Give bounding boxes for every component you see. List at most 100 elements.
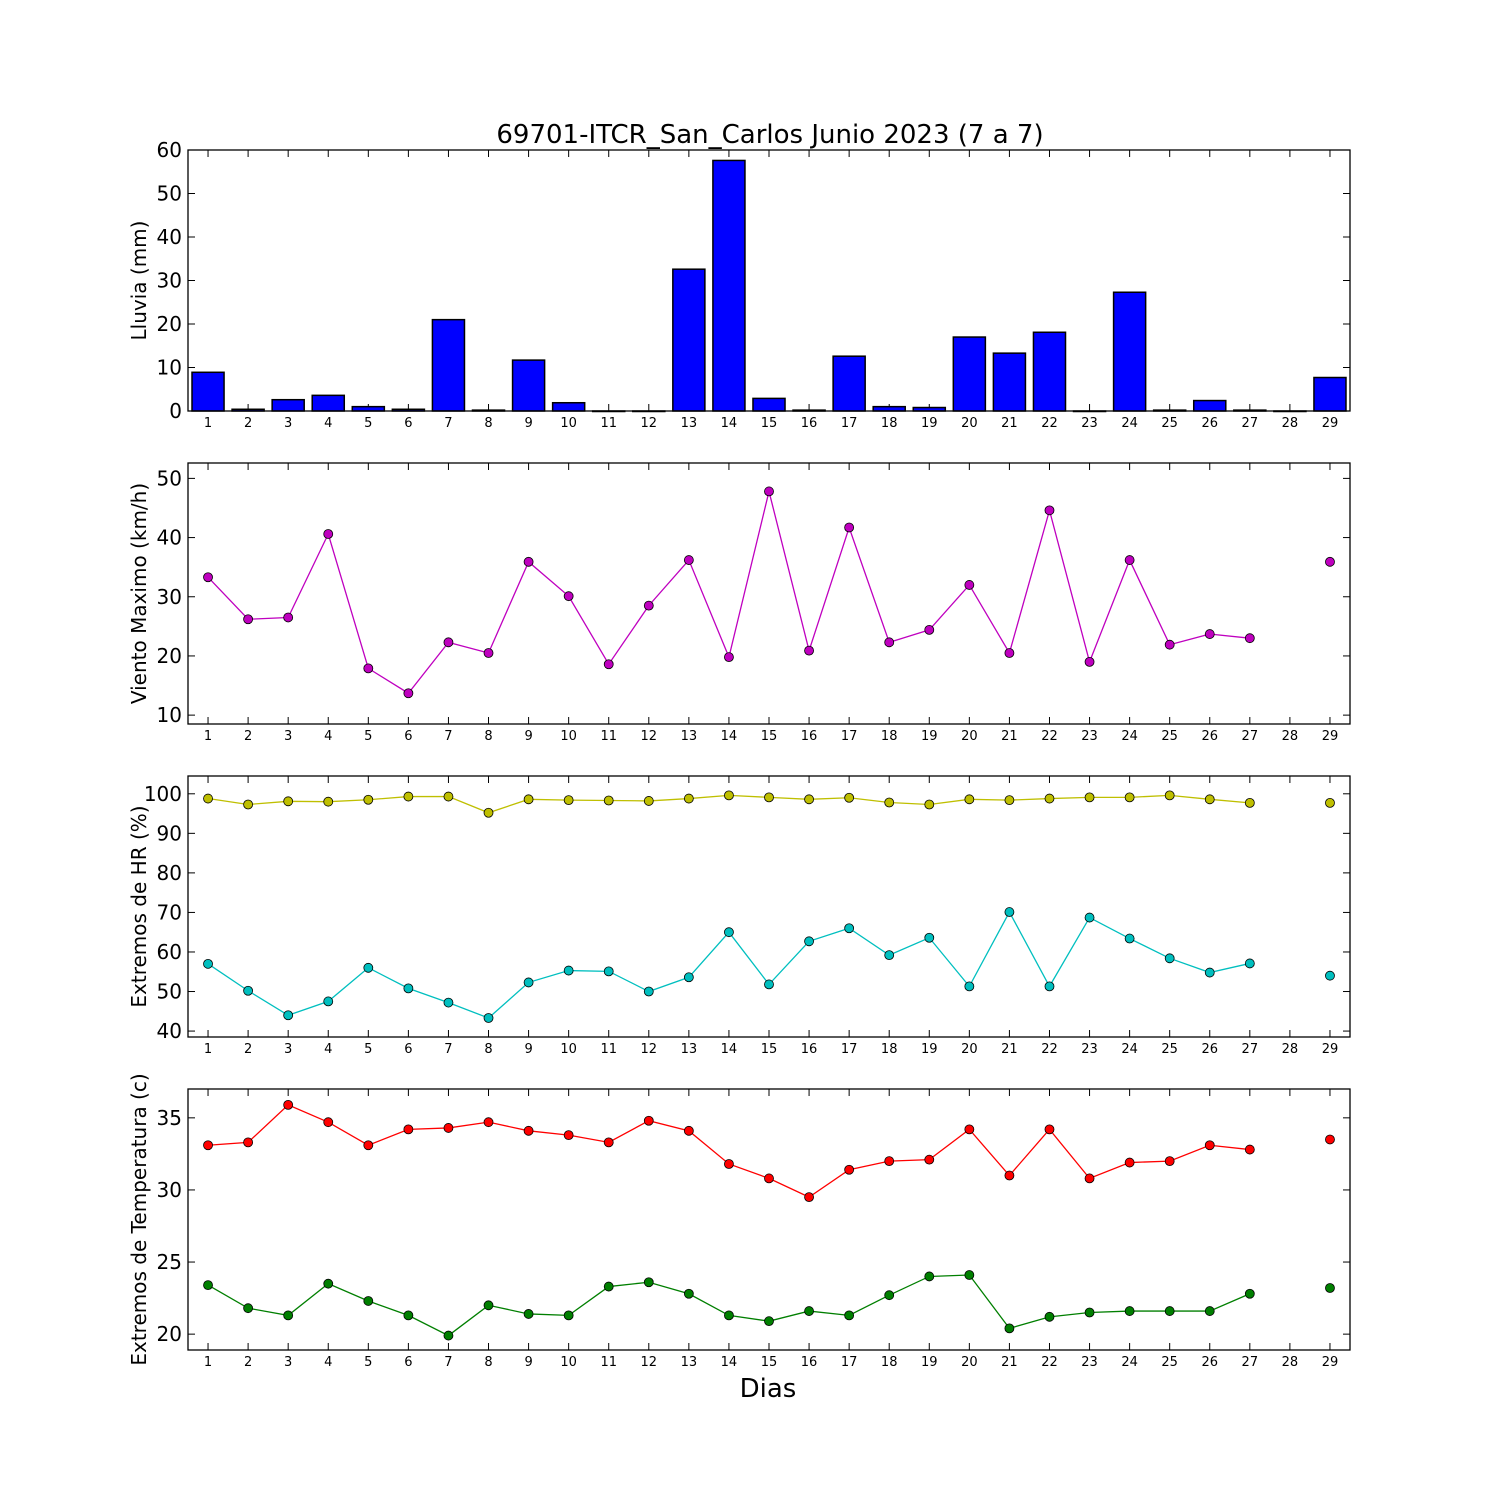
x-tick-label: 29 — [1322, 416, 1339, 431]
point-hr-0-day-8 — [483, 807, 494, 818]
point-temperatura-1-day-1 — [203, 1280, 213, 1291]
x-tick-label: 20 — [961, 729, 978, 744]
x-tick-label: 28 — [1282, 1042, 1299, 1057]
point-hr-1-day-10 — [563, 965, 574, 976]
x-tick-label: 9 — [524, 1042, 532, 1057]
x-tick-label: 19 — [921, 1355, 938, 1370]
point-hr-1-day-26 — [1204, 967, 1215, 978]
point-temperatura-0-day-11 — [603, 1137, 614, 1148]
point-hr-0-day-25 — [1164, 790, 1175, 801]
point-viento-0-day-18 — [884, 637, 895, 648]
x-tick-label: 26 — [1201, 1042, 1218, 1057]
point-temperatura-1-day-15 — [764, 1316, 774, 1327]
point-temperatura-0-day-1 — [203, 1140, 213, 1151]
plot-frame-viento — [187, 462, 1351, 725]
point-viento-0-day-15 — [764, 486, 774, 497]
x-tick-label: 4 — [324, 729, 332, 744]
x-tick-label: 25 — [1161, 1042, 1178, 1057]
point-hr-1-day-23 — [1084, 912, 1095, 923]
x-tick-label: 10 — [560, 416, 577, 431]
point-temperatura-0-day-20 — [964, 1124, 975, 1135]
x-tick-label: 28 — [1282, 1355, 1299, 1370]
point-temperatura-1-day-2 — [243, 1303, 254, 1314]
x-tick-label: 10 — [560, 1355, 577, 1370]
plot-frame-temperatura — [187, 1088, 1351, 1351]
x-tick-label: 18 — [881, 1355, 898, 1370]
bar-day-1 — [191, 371, 225, 412]
point-hr-1-day-16 — [804, 936, 814, 947]
point-temperatura-0-day-10 — [563, 1130, 574, 1141]
point-temperatura-0-day-9 — [523, 1125, 534, 1136]
x-tick-label: 5 — [364, 729, 372, 744]
x-tick-label: 20 — [961, 1355, 978, 1370]
point-viento-0-day-3 — [283, 612, 294, 623]
x-tick-label: 13 — [681, 1355, 698, 1370]
x-tick-label: 11 — [600, 1042, 617, 1057]
x-tick-label: 5 — [364, 416, 372, 431]
bar-day-29 — [1313, 376, 1347, 412]
x-tick-label: 12 — [641, 729, 658, 744]
x-tick-label: 10 — [560, 1042, 577, 1057]
x-tick-label: 2 — [244, 1355, 252, 1370]
point-hr-1-day-15 — [764, 979, 774, 990]
x-tick-label: 27 — [1242, 1042, 1259, 1057]
y-tick-label: 100 — [144, 782, 182, 806]
y-tick-label: 0 — [169, 399, 182, 423]
x-tick-label: 29 — [1322, 729, 1339, 744]
y-tick-label: 50 — [157, 182, 182, 206]
point-hr-1-day-11 — [603, 966, 614, 977]
x-tick-label: 3 — [284, 1355, 292, 1370]
point-temperatura-0-day-8 — [483, 1117, 494, 1128]
y-tick-label: 70 — [157, 900, 182, 924]
point-temperatura-1-day-14 — [724, 1310, 734, 1321]
x-tick-label: 16 — [801, 1355, 818, 1370]
x-tick-label: 22 — [1041, 729, 1058, 744]
point-hr-0-day-4 — [323, 796, 334, 807]
y-axis-label-viento: Viento Maximo (km/h) — [127, 483, 151, 704]
point-hr-0-day-14 — [724, 790, 734, 801]
x-tick-label: 28 — [1282, 729, 1299, 744]
plot-frame-hr — [187, 775, 1351, 1038]
x-tick-label: 10 — [560, 729, 577, 744]
x-tick-label: 11 — [600, 1355, 617, 1370]
x-tick-label: 6 — [404, 729, 412, 744]
y-tick-label: 90 — [157, 821, 182, 845]
bar-day-10 — [551, 401, 586, 412]
y-tick-label: 50 — [157, 980, 182, 1004]
point-hr-0-day-26 — [1204, 794, 1215, 805]
point-temperatura-0-day-4 — [323, 1117, 334, 1128]
x-tick-label: 17 — [841, 1042, 858, 1057]
point-temperatura-1-day-18 — [884, 1290, 895, 1301]
point-temperatura-0-day-18 — [884, 1156, 895, 1166]
x-tick-label: 15 — [761, 729, 778, 744]
point-temperatura-0-day-16 — [804, 1192, 814, 1203]
point-temperatura-1-day-8 — [483, 1300, 494, 1311]
point-hr-1-day-9 — [523, 977, 534, 988]
point-hr-1-day-14 — [724, 927, 734, 938]
bar-day-21 — [992, 352, 1027, 412]
x-tick-label: 12 — [641, 416, 658, 431]
x-tick-label: 14 — [721, 416, 738, 431]
x-tick-label: 4 — [324, 1042, 332, 1057]
y-tick-label: 20 — [157, 644, 182, 668]
point-viento-0-day-29 — [1325, 556, 1335, 567]
point-viento-0-day-23 — [1084, 656, 1095, 667]
x-tick-label: 15 — [761, 1042, 778, 1057]
point-hr-0-day-20 — [964, 794, 975, 805]
x-tick-label: 2 — [244, 416, 252, 431]
x-tick-label: 22 — [1041, 1355, 1058, 1370]
y-tick-label: 25 — [157, 1250, 182, 1274]
x-tick-label: 26 — [1201, 729, 1218, 744]
x-tick-label: 1 — [204, 729, 212, 744]
x-tick-label: 8 — [484, 1042, 492, 1057]
point-hr-1-day-2 — [243, 985, 254, 996]
point-viento-0-day-13 — [683, 555, 694, 565]
x-tick-label: 24 — [1121, 729, 1138, 744]
point-hr-0-day-16 — [804, 794, 814, 805]
x-tick-label: 16 — [801, 1042, 818, 1057]
point-hr-0-day-13 — [683, 793, 694, 804]
point-hr-1-day-6 — [403, 983, 414, 994]
x-tick-label: 14 — [721, 729, 738, 744]
